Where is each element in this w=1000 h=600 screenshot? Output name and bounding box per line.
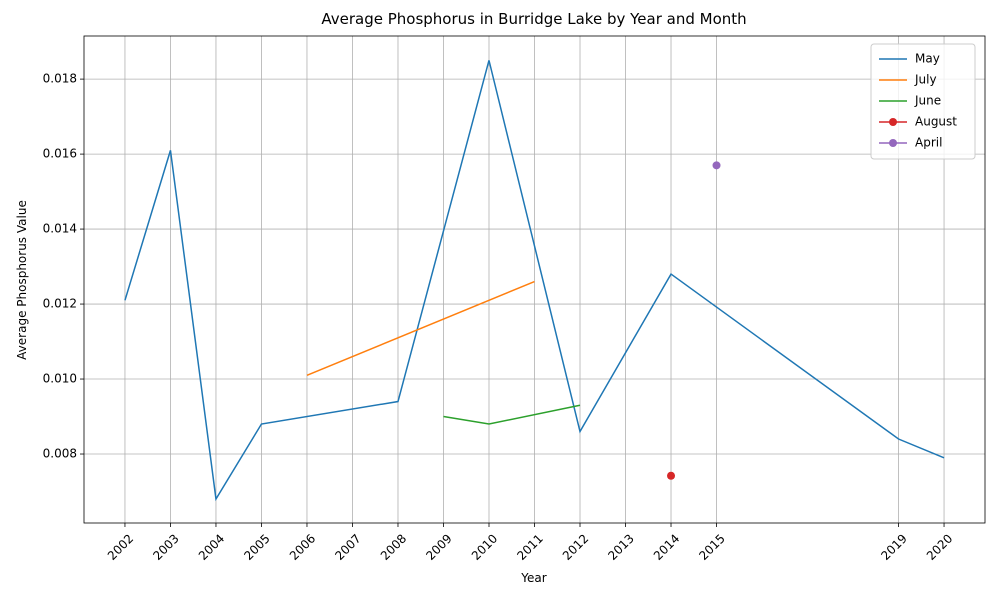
legend-label: July xyxy=(914,73,937,87)
y-axis-label: Average Phosphorus Value xyxy=(15,200,29,360)
y-tick-label: 0.014 xyxy=(43,222,77,236)
point xyxy=(667,471,676,480)
legend-label: April xyxy=(915,136,942,150)
y-tick-label: 0.018 xyxy=(43,72,77,86)
y-tick-label: 0.008 xyxy=(43,447,77,461)
legend-marker xyxy=(889,139,897,147)
line xyxy=(443,404,581,425)
legend-marker xyxy=(889,118,897,126)
point xyxy=(712,161,721,170)
line xyxy=(124,60,945,502)
legend-label: August xyxy=(915,115,957,129)
plot-frame xyxy=(83,35,986,524)
y-tick-label: 0.016 xyxy=(43,147,77,161)
line xyxy=(306,280,535,376)
chart-title: Average Phosphorus in Burridge Lake by Y… xyxy=(321,10,746,28)
legend-box xyxy=(870,43,976,160)
legend: May July June August April xyxy=(870,43,976,160)
legend-label: June xyxy=(914,94,941,108)
y-tick-label: 0.012 xyxy=(43,297,77,311)
x-axis-label: Year xyxy=(520,571,546,585)
y-tick-label: 0.010 xyxy=(43,372,77,386)
legend-label: May xyxy=(915,52,940,66)
